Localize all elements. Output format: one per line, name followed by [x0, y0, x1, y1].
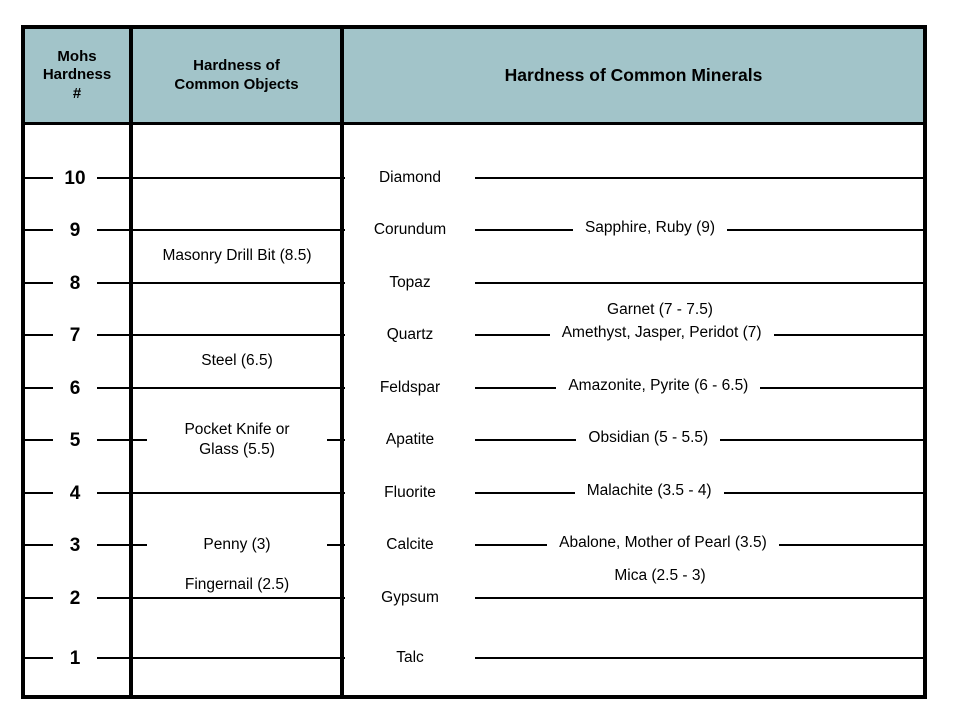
object-label: Pocket Knife or Glass (5.5)	[184, 420, 290, 458]
hardness-line-segment	[327, 544, 345, 546]
hardness-line-segment	[475, 387, 557, 389]
hardness-line-segment	[97, 492, 345, 494]
scale-body: 10 Diamond 9 Corundum Sapphire, Ruby (9) 8 Top…	[25, 125, 923, 695]
hardness-line-segment	[760, 387, 923, 389]
hardness-line-segment	[97, 544, 147, 546]
hardness-number: 9	[69, 219, 81, 241]
hardness-line-segment	[475, 439, 577, 441]
hardness-number: 6	[69, 377, 81, 399]
left-tick-line	[25, 492, 53, 494]
mineral-label: Gypsum	[381, 589, 439, 607]
float-label-mica: Mica (2.5 - 3)	[614, 567, 706, 584]
left-tick-line	[25, 387, 53, 389]
hardness-number: 3	[69, 534, 81, 556]
hardness-line-segment	[727, 229, 923, 231]
table-header: Mohs Hardness # Hardness of Common Objec…	[25, 29, 923, 125]
column-divider-minerals	[340, 125, 344, 695]
mineral-label: Quartz	[386, 326, 434, 344]
hardness-line-segment	[97, 177, 345, 179]
object-label: Penny (3)	[203, 535, 271, 553]
hardness-line-segment	[327, 439, 345, 441]
mineral-label: Diamond	[378, 169, 442, 187]
hardness-number: 8	[69, 272, 81, 294]
mineral-label: Talc	[396, 649, 424, 667]
hardness-line-segment	[723, 492, 923, 494]
hardness-line-segment	[475, 544, 548, 546]
hardness-line-segment	[475, 229, 573, 231]
hardness-line-segment	[97, 229, 345, 231]
left-tick-line	[25, 544, 53, 546]
hardness-line-segment	[475, 282, 923, 284]
left-tick-line	[25, 334, 53, 336]
hardness-line-segment	[773, 334, 923, 336]
mineral-label: Apatite	[385, 431, 435, 449]
gem-label: Sapphire, Ruby (9)	[584, 219, 716, 237]
gem-label: Abalone, Mother of Pearl (3.5)	[559, 534, 767, 552]
left-tick-line	[25, 177, 53, 179]
gem-label: Obsidian (5 - 5.5)	[588, 429, 709, 447]
left-tick-line	[25, 229, 53, 231]
hardness-line-segment	[475, 597, 923, 599]
hardness-line-segment	[475, 657, 923, 659]
left-tick-line	[25, 657, 53, 659]
mineral-label: Feldspar	[379, 379, 441, 397]
left-tick-line	[25, 439, 53, 441]
header-common-minerals: Hardness of Common Minerals	[504, 64, 763, 85]
float-label-fingernail: Fingernail (2.5)	[184, 576, 290, 593]
hardness-number: 5	[69, 429, 81, 451]
gem-label: Amazonite, Pyrite (6 - 6.5)	[568, 377, 749, 395]
hardness-number: 7	[69, 324, 81, 346]
hardness-line-segment	[97, 597, 345, 599]
hardness-number: 2	[69, 587, 81, 609]
hardness-line-segment	[97, 657, 345, 659]
hardness-line-segment	[97, 282, 345, 284]
hardness-line-segment	[475, 492, 575, 494]
hardness-line-segment	[475, 177, 923, 179]
gem-label: Malachite (3.5 - 4)	[586, 482, 712, 500]
left-tick-line	[25, 597, 53, 599]
hardness-line-segment	[97, 387, 345, 389]
float-label-steel: Steel (6.5)	[201, 352, 273, 369]
hardness-line-segment	[97, 334, 345, 336]
hardness-line-segment	[778, 544, 923, 546]
float-label-masonry-drill-bit: Masonry Drill Bit (8.5)	[162, 247, 312, 264]
mineral-label: Calcite	[386, 536, 434, 554]
mohs-hardness-table: Mohs Hardness # Hardness of Common Objec…	[21, 25, 927, 699]
hardness-line-segment	[97, 439, 147, 441]
hardness-number: 1	[69, 647, 81, 669]
header-mohs-number: Mohs Hardness #	[25, 29, 133, 122]
float-label-garnet: Garnet (7 - 7.5)	[607, 301, 713, 318]
mineral-label: Topaz	[389, 274, 431, 292]
header-common-objects: Hardness of Common Objects	[133, 29, 344, 122]
hardness-number: 4	[69, 482, 81, 504]
gem-label: Amethyst, Jasper, Peridot (7)	[561, 324, 762, 342]
left-tick-line	[25, 282, 53, 284]
hardness-line-segment	[720, 439, 923, 441]
mineral-label: Fluorite	[384, 484, 436, 502]
hardness-line-segment	[475, 334, 550, 336]
column-divider-objects	[129, 125, 133, 695]
hardness-number: 10	[64, 167, 86, 189]
mineral-label: Corundum	[373, 221, 447, 239]
